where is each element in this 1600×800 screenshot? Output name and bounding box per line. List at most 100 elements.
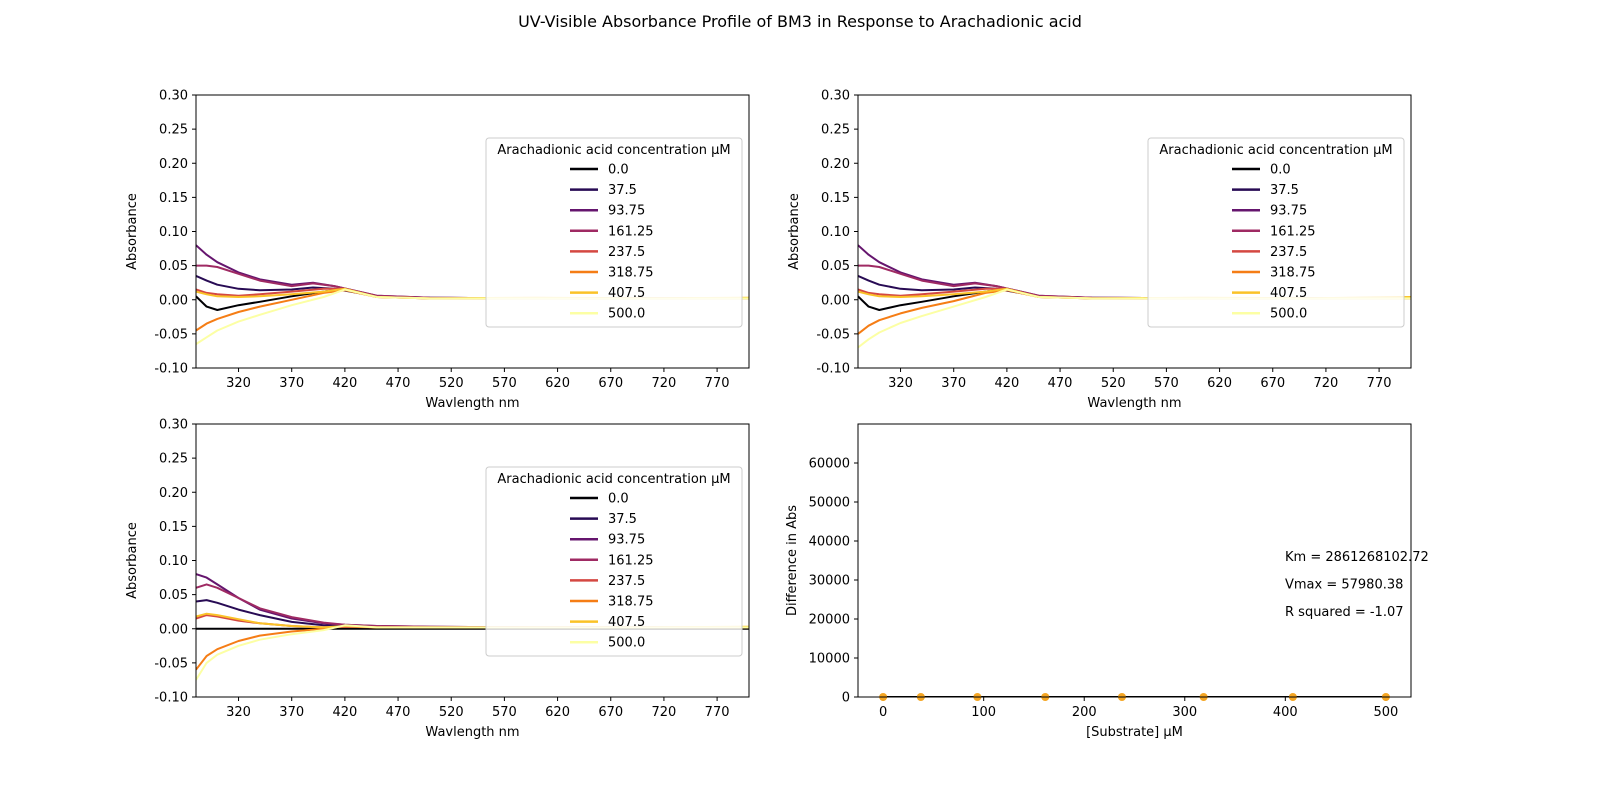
legend-label: 93.75	[608, 204, 645, 219]
x-tick-label: 570	[492, 376, 517, 391]
y-tick-label: 0.25	[159, 123, 188, 138]
legend-label: 37.5	[608, 512, 637, 527]
axes-frame	[195, 94, 750, 369]
x-axis-label: Wavlength nm	[425, 725, 519, 740]
panel-bottom-left: 320 370 420 470 520 570 620 670 720 770 -0.10 -0.05…	[125, 418, 750, 740]
panel-bottom-right: 0 100 200 300 400 500 0 10000 20000 30000 40000 500…	[785, 423, 1429, 740]
x-axis-label: [Substrate] μM	[1086, 725, 1183, 740]
y-tick-label: 0.10	[159, 554, 188, 569]
y-tick-label: 0.10	[159, 225, 188, 240]
x-tick-label: 770	[1367, 376, 1392, 391]
x-tick-label: 720	[652, 705, 677, 720]
x-tick-label: 620	[1207, 376, 1232, 391]
y-tick-label: 0.20	[821, 157, 850, 172]
x-tick-label: 520	[439, 376, 464, 391]
legend-label: 237.5	[608, 245, 645, 260]
y-tick-label: 0.05	[159, 588, 188, 603]
fit-annotation: R squared = -1.07	[1285, 605, 1404, 620]
y-tick-label: 20000	[809, 613, 850, 628]
legend-label: 500.0	[1270, 307, 1307, 322]
x-tick-label: 100	[971, 705, 996, 720]
legend-label: 500.0	[608, 307, 645, 322]
y-tick-label: 50000	[809, 496, 850, 511]
legend-label: 161.25	[608, 553, 654, 568]
y-axis-label: Difference in Abs	[785, 505, 800, 616]
y-tick-label: 0.30	[821, 89, 850, 104]
axes-frame	[857, 94, 1412, 369]
y-tick-label: 0.25	[159, 452, 188, 467]
axes-frame	[195, 423, 750, 698]
x-tick-label: 370	[279, 705, 304, 720]
y-tick-label: 0.15	[821, 191, 850, 206]
x-tick-label: 320	[226, 376, 251, 391]
y-tick-label: 0.15	[159, 191, 188, 206]
legend-label: 407.5	[608, 286, 645, 301]
x-axis-label: Wavlength nm	[1087, 396, 1181, 411]
x-tick-label: 320	[888, 376, 913, 391]
x-tick-label: 720	[1314, 376, 1339, 391]
x-tick-label: 420	[332, 705, 357, 720]
x-tick-label: 420	[332, 376, 357, 391]
x-tick-label: 400	[1273, 705, 1298, 720]
y-tick-label: 0.25	[821, 123, 850, 138]
legend-label: 0.0	[608, 492, 629, 507]
fit-annotation: Vmax = 57980.38	[1285, 578, 1403, 593]
x-tick-label: 670	[1260, 376, 1285, 391]
legend-title: Arachadionic acid concentration μM	[497, 143, 730, 158]
y-tick-label: 0.05	[159, 259, 188, 274]
legend-label: 0.0	[1270, 163, 1291, 178]
legend-box	[1147, 137, 1405, 328]
x-tick-label: 670	[598, 705, 623, 720]
fit-annotation: Km = 2861268102.72	[1285, 550, 1429, 565]
legend-label: 318.75	[608, 595, 654, 610]
legend-label: 318.75	[608, 266, 654, 281]
y-tick-label: 0.30	[159, 89, 188, 104]
y-tick-label: 0.00	[159, 293, 188, 308]
y-axis-label: Absorbance	[787, 193, 802, 270]
x-tick-label: 670	[598, 376, 623, 391]
legend-box	[485, 466, 743, 657]
y-tick-label: 0.00	[821, 293, 850, 308]
y-tick-label: 0	[842, 691, 850, 706]
x-tick-label: 770	[705, 376, 730, 391]
y-tick-label: 10000	[809, 652, 850, 667]
y-tick-label: 0.05	[821, 259, 850, 274]
legend-label: 407.5	[1270, 286, 1307, 301]
y-tick-label: -0.05	[154, 327, 188, 342]
axes-frame	[857, 423, 1412, 698]
legend-label: 93.75	[1270, 204, 1307, 219]
x-tick-label: 0	[879, 705, 887, 720]
x-tick-label: 570	[492, 705, 517, 720]
y-tick-label: -0.05	[154, 656, 188, 671]
x-tick-label: 470	[386, 705, 411, 720]
y-tick-label: 0.00	[159, 622, 188, 637]
legend-title: Arachadionic acid concentration μM	[1159, 143, 1392, 158]
y-tick-label: 60000	[809, 457, 850, 472]
x-axis-label: Wavlength nm	[425, 396, 519, 411]
panel-top-right: 320 370 420 470 520 570 620 670 720 770 -0.10 -0.05…	[787, 89, 1412, 411]
legend-label: 161.25	[608, 224, 654, 239]
legend-label: 0.0	[608, 163, 629, 178]
x-tick-label: 570	[1154, 376, 1179, 391]
y-tick-label: 0.20	[159, 486, 188, 501]
y-tick-label: 0.20	[159, 157, 188, 172]
y-axis-label: Absorbance	[125, 522, 140, 599]
figure-title: UV-Visible Absorbance Profile of BM3 in …	[518, 12, 1082, 31]
x-tick-label: 370	[941, 376, 966, 391]
x-tick-label: 520	[1101, 376, 1126, 391]
legend-label: 407.5	[608, 615, 645, 630]
y-axis-label: Absorbance	[125, 193, 140, 270]
x-tick-label: 500	[1373, 705, 1398, 720]
x-tick-label: 320	[226, 705, 251, 720]
x-tick-label: 770	[705, 705, 730, 720]
y-tick-label: -0.10	[816, 362, 850, 377]
x-tick-label: 520	[439, 705, 464, 720]
y-tick-label: 40000	[809, 535, 850, 550]
x-tick-label: 620	[545, 376, 570, 391]
x-tick-label: 200	[1072, 705, 1097, 720]
y-tick-label: -0.10	[154, 691, 188, 706]
legend-label: 237.5	[1270, 245, 1307, 260]
legend-label: 318.75	[1270, 266, 1316, 281]
legend-label: 161.25	[1270, 224, 1316, 239]
